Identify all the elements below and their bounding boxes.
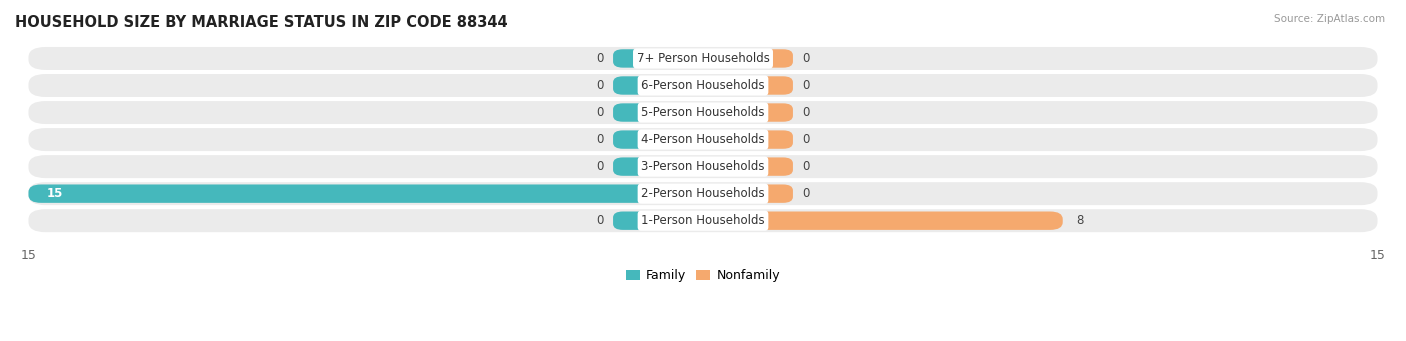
- FancyBboxPatch shape: [28, 101, 1378, 124]
- Text: 7+ Person Households: 7+ Person Households: [637, 52, 769, 65]
- FancyBboxPatch shape: [28, 47, 1378, 70]
- Text: 0: 0: [596, 160, 605, 173]
- Text: 1-Person Households: 1-Person Households: [641, 214, 765, 227]
- FancyBboxPatch shape: [613, 130, 703, 149]
- Text: 0: 0: [596, 79, 605, 92]
- Text: HOUSEHOLD SIZE BY MARRIAGE STATUS IN ZIP CODE 88344: HOUSEHOLD SIZE BY MARRIAGE STATUS IN ZIP…: [15, 15, 508, 30]
- Text: 8: 8: [1076, 214, 1084, 227]
- FancyBboxPatch shape: [28, 128, 1378, 151]
- FancyBboxPatch shape: [703, 158, 793, 176]
- FancyBboxPatch shape: [28, 74, 1378, 97]
- FancyBboxPatch shape: [613, 158, 703, 176]
- FancyBboxPatch shape: [613, 49, 703, 68]
- Text: 0: 0: [596, 106, 605, 119]
- FancyBboxPatch shape: [613, 211, 703, 230]
- Text: 0: 0: [801, 79, 810, 92]
- Text: 0: 0: [801, 133, 810, 146]
- Text: 0: 0: [801, 160, 810, 173]
- Text: 0: 0: [596, 52, 605, 65]
- Legend: Family, Nonfamily: Family, Nonfamily: [621, 264, 785, 287]
- Text: Source: ZipAtlas.com: Source: ZipAtlas.com: [1274, 14, 1385, 24]
- Text: 0: 0: [596, 214, 605, 227]
- Text: 6-Person Households: 6-Person Households: [641, 79, 765, 92]
- FancyBboxPatch shape: [28, 155, 1378, 178]
- Text: 15: 15: [46, 187, 63, 200]
- Text: 3-Person Households: 3-Person Households: [641, 160, 765, 173]
- FancyBboxPatch shape: [703, 49, 793, 68]
- FancyBboxPatch shape: [703, 184, 793, 203]
- Text: 2-Person Households: 2-Person Households: [641, 187, 765, 200]
- FancyBboxPatch shape: [28, 209, 1378, 232]
- Text: 0: 0: [801, 187, 810, 200]
- Text: 0: 0: [801, 52, 810, 65]
- Text: 0: 0: [596, 133, 605, 146]
- FancyBboxPatch shape: [703, 130, 793, 149]
- Text: 4-Person Households: 4-Person Households: [641, 133, 765, 146]
- FancyBboxPatch shape: [613, 103, 703, 122]
- FancyBboxPatch shape: [28, 184, 703, 203]
- Text: 5-Person Households: 5-Person Households: [641, 106, 765, 119]
- FancyBboxPatch shape: [703, 103, 793, 122]
- FancyBboxPatch shape: [613, 76, 703, 95]
- FancyBboxPatch shape: [703, 211, 1063, 230]
- Text: 0: 0: [801, 106, 810, 119]
- FancyBboxPatch shape: [703, 76, 793, 95]
- FancyBboxPatch shape: [28, 182, 1378, 205]
